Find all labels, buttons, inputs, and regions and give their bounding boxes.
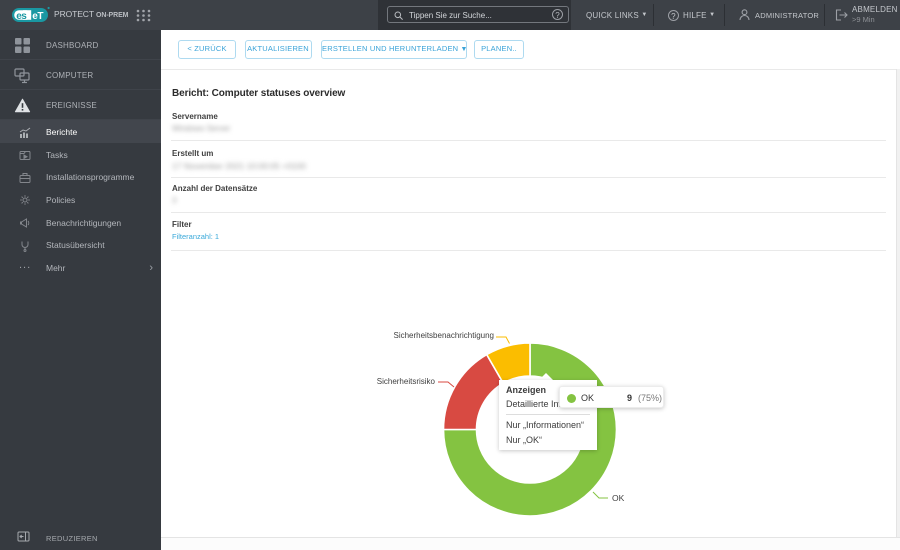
svg-text:es: es — [16, 11, 27, 22]
svg-text:eT: eT — [32, 11, 43, 22]
